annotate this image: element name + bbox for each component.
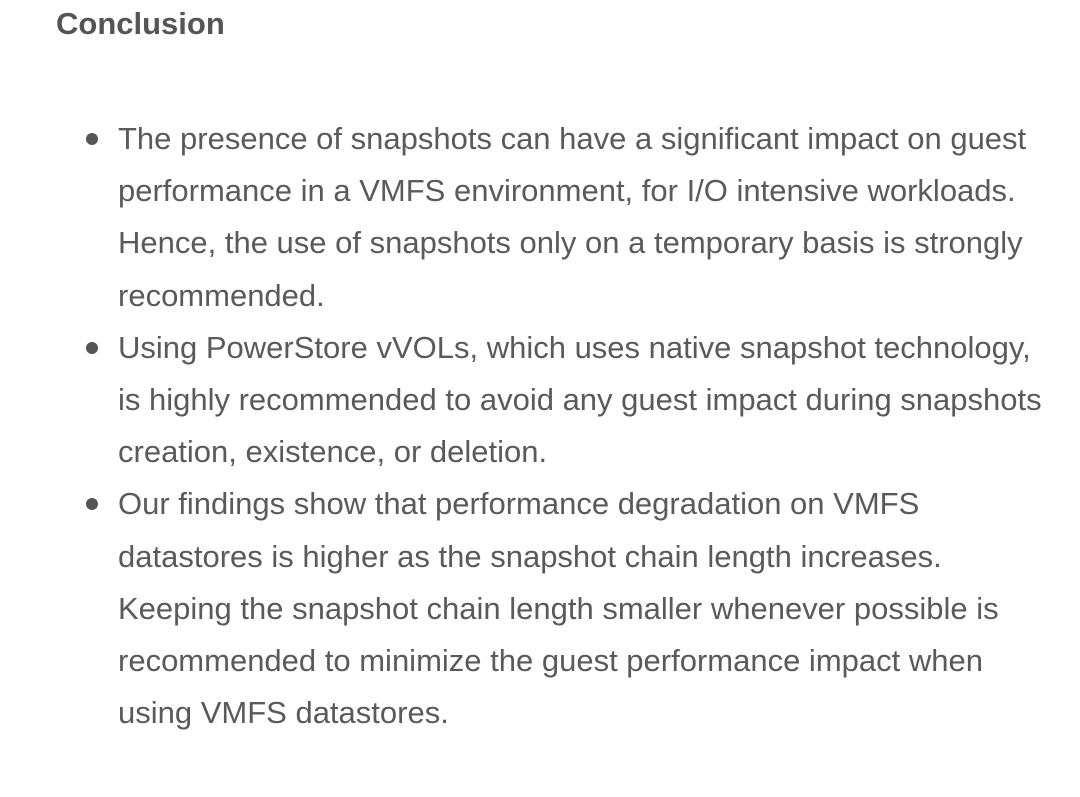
- bullet-text: Using PowerStore vVOLs, which uses nativ…: [118, 329, 1042, 470]
- bullet-item: The presence of snapshots can have a sig…: [86, 113, 1058, 322]
- bullet-item: Our findings show that performance degra…: [86, 478, 1058, 739]
- bullet-text: Our findings show that performance degra…: [118, 486, 999, 731]
- bullet-point-icon: [86, 133, 98, 145]
- bullet-point-icon: [86, 498, 98, 511]
- bullet-text: The presence of snapshots can have a sig…: [118, 121, 1027, 313]
- conclusion-bullet-list: The presence of snapshots can have a sig…: [86, 113, 1058, 739]
- section-heading: Conclusion: [56, 6, 225, 41]
- bullet-point-icon: [86, 341, 98, 354]
- bullet-item: Using PowerStore vVOLs, which uses nativ…: [86, 322, 1058, 479]
